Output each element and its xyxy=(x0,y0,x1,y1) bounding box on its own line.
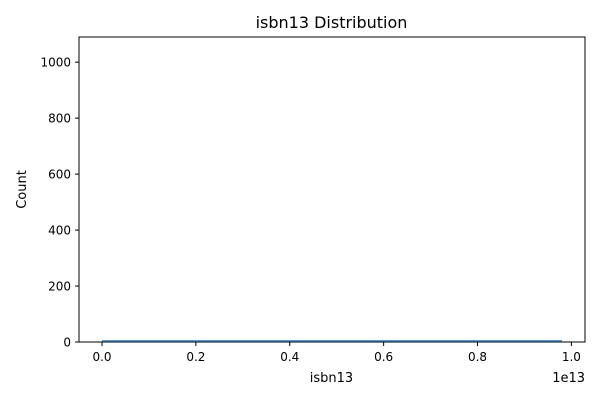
y-tick-label: 400 xyxy=(48,224,71,238)
y-tick-label: 0 xyxy=(63,336,71,350)
plot-area xyxy=(78,36,586,343)
x-axis-label: isbn13 xyxy=(310,371,353,386)
plot-frame xyxy=(78,36,586,343)
chart-title: isbn13 Distribution xyxy=(256,13,408,32)
x-tick-label: 0.2 xyxy=(186,350,205,364)
y-tick-label: 1000 xyxy=(40,56,71,70)
x-tick-label: 0.0 xyxy=(92,350,111,364)
y-tick-label: 200 xyxy=(48,280,71,294)
y-tick-label: 800 xyxy=(48,112,71,126)
x-tick-label: 0.8 xyxy=(468,350,487,364)
x-axis-offset-text: 1e13 xyxy=(552,371,585,386)
y-axis: 0 200 400 600 800 1000 xyxy=(40,56,79,350)
x-tick-label: 0.6 xyxy=(374,350,393,364)
x-tick-label: 1.0 xyxy=(562,350,581,364)
x-axis: 0.0 0.2 0.4 0.6 0.8 1.0 xyxy=(92,342,581,364)
y-tick-label: 600 xyxy=(48,168,71,182)
y-axis-label: Count xyxy=(15,170,30,209)
x-tick-label: 0.4 xyxy=(280,350,299,364)
